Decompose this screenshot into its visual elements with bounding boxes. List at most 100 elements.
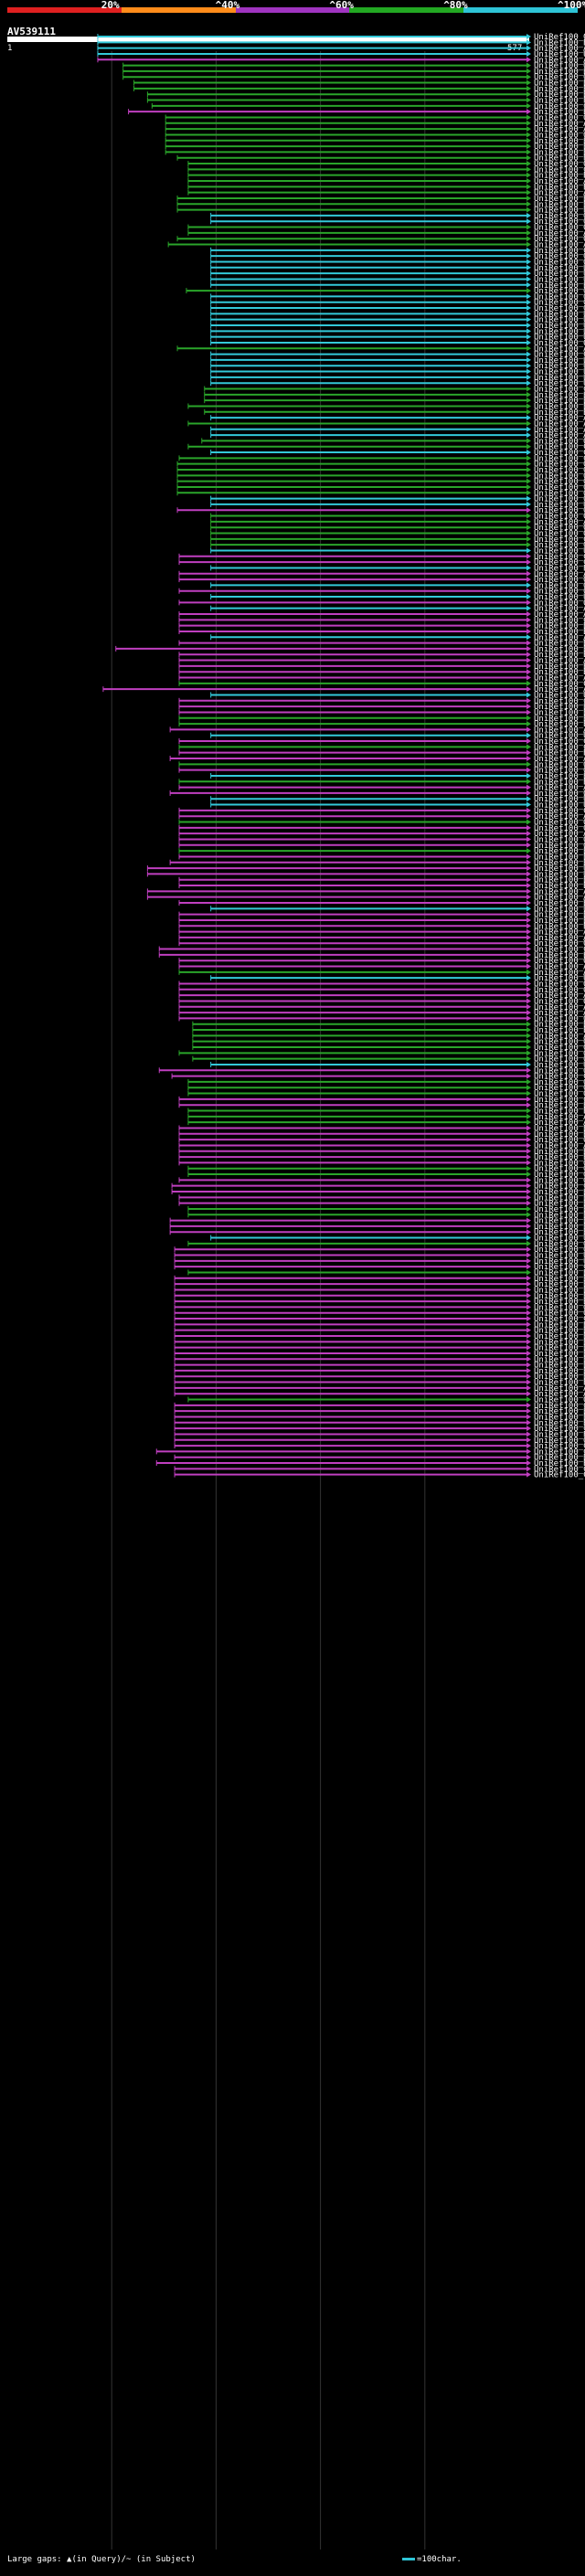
hit-label[interactable]: UniRef100_A7PWQ2 (534, 685, 585, 694)
hit-label[interactable]: UniRef100_B3NWN6 (534, 1350, 585, 1359)
hit-row[interactable]: UniRef100_Q5CUN9 (178, 760, 585, 769)
hit-row[interactable]: UniRef100_B9T8K6 (155, 1459, 585, 1468)
hit-label[interactable]: UniRef100_Q5CND3 (534, 1044, 585, 1053)
hit-row[interactable]: UniRef100_Q5CN96 (192, 1038, 585, 1047)
hit-label[interactable]: UniRef100_C5YRH5 (534, 1402, 585, 1411)
hit-row[interactable]: UniRef100_B5D0A0 (178, 663, 585, 672)
hit-row[interactable]: UniRef100_C5YRH5 (174, 1402, 585, 1411)
hit-label[interactable]: UniRef100_UP1000... (534, 374, 585, 383)
hit-label[interactable]: UniRef100_A5BC54 (534, 887, 585, 896)
hit-row[interactable]: UniRef100_B4FL43 (187, 402, 585, 411)
hit-label[interactable]: UniRef100_B6TJF2 (534, 1286, 585, 1295)
hit-row[interactable]: UniRef100_Q9ED93 (176, 235, 585, 244)
hit-label[interactable]: UniRef100_UP1000... (534, 1257, 585, 1267)
hit-label[interactable]: UniRef100_B8LPU7 (534, 564, 585, 573)
hit-row[interactable]: UniRef100_C5W3N6 (210, 351, 585, 360)
hit-row[interactable]: UniRef100_B4FB15 (204, 408, 585, 418)
hit-label[interactable]: UniRef100_C4HE83 (534, 386, 585, 395)
hit-row[interactable]: UniRef100_Q6GQ98 (210, 339, 585, 348)
hit-label[interactable]: UniRef100_UP1000... (534, 264, 585, 273)
hit-row[interactable]: UniRef100_B4FX57 (187, 1211, 585, 1220)
hit-row[interactable]: UniRef100_B9FKW4 (187, 1108, 585, 1117)
hit-row[interactable]: UniRef100_C7N257 (178, 743, 585, 752)
hit-label[interactable]: UniRef100_UP1000... (534, 546, 585, 556)
hit-label[interactable]: UniRef100_Q2QYH9 (534, 62, 585, 71)
hit-row[interactable]: UniRef100_A5BBE0 (210, 431, 585, 440)
hit-label[interactable]: UniRef100_A7QEX9 (534, 657, 585, 666)
hit-row[interactable]: UniRef100_B3NWQ1 (174, 1332, 585, 1341)
hit-label[interactable]: UniRef100_B9IXG2 (534, 917, 585, 926)
hit-label[interactable]: UniRef100_A3C5C0 (534, 120, 585, 129)
hit-row[interactable]: UniRef100_B9IJ46 (174, 1413, 585, 1422)
hit-label[interactable]: UniRef100_B9GKN5 (534, 911, 585, 920)
hit-label[interactable]: UniRef100_B9HCN8 (534, 628, 585, 637)
hit-label[interactable]: UniRef100_A7QR89 (534, 969, 585, 978)
hit-row[interactable]: UniRef100_B4FQB7 (178, 708, 585, 717)
hit-label[interactable]: UniRef100_Q6ZF50 (534, 224, 585, 233)
hit-row[interactable]: UniRef100_B9T0P5 (97, 38, 585, 48)
hit-label[interactable]: UniRef100_Q9VE61 (534, 1159, 585, 1168)
hit-label[interactable]: UniRef100_Q7XRJ8 (534, 588, 585, 597)
hit-label[interactable]: UniRef100_B9I4Z0 (534, 148, 585, 157)
hit-row[interactable]: UniRef100_UP1000... (210, 501, 585, 510)
hit-label[interactable]: UniRef100_C7DA78 (534, 165, 585, 175)
hit-label[interactable]: UniRef100_Q9M1D5 (534, 939, 585, 949)
hit-row[interactable]: UniRef100_Q5ZZX0 (178, 1176, 585, 1185)
hit-label[interactable]: UniRef100_B4IW27 (534, 1327, 585, 1336)
hit-row[interactable]: UniRef100_A9PGC2 (174, 1384, 585, 1394)
hit-row[interactable]: UniRef100_A7NR48 (192, 1032, 585, 1041)
hit-label[interactable]: UniRef100_B6TQ30 (534, 703, 585, 712)
hit-row[interactable]: UniRef100_Q4YLE0 (178, 1014, 585, 1023)
hit-row[interactable]: UniRef100_Q9CY62 (210, 304, 585, 313)
hit-label[interactable]: UniRef100_Q1EPN6 (534, 957, 585, 966)
hit-label[interactable]: UniRef100_B3NWQ1 (534, 1332, 585, 1341)
hit-label[interactable]: UniRef100_B4QZG0 (534, 1026, 585, 1035)
hit-row[interactable]: UniRef100_UP1000... (146, 864, 585, 874)
hit-row[interactable]: UniRef100_A3BUK5 (178, 570, 585, 579)
hit-row[interactable]: UniRef100_B9H5F8 (178, 622, 585, 631)
hit-row[interactable]: UniRef100_B6K6D8 (178, 853, 585, 862)
hit-label[interactable]: UniRef100_B9T010 (534, 847, 585, 856)
hit-row[interactable]: UniRef100_B9HTT1 (146, 97, 585, 106)
hit-label[interactable]: UniRef100_B8LNA0 (534, 922, 585, 931)
hit-row[interactable]: UniRef100_Q3TQW3 (210, 258, 585, 267)
hit-label[interactable]: UniRef100_Q6ABC7 (534, 1066, 585, 1076)
hit-row[interactable]: UniRef100_Q5ARU7 (187, 1090, 585, 1099)
hit-row[interactable]: UniRef100_Q8LEZ3 (165, 131, 585, 140)
hit-row[interactable]: UniRef100_Q2QYH9 (122, 62, 585, 71)
hit-row[interactable]: UniRef100_C0KTZ5 (178, 558, 585, 567)
hit-row[interactable]: UniRef100_B6TJF2 (174, 1286, 585, 1295)
hit-label[interactable]: UniRef100_B9T0P5 (534, 38, 585, 48)
hit-label[interactable]: UniRef100_A6NLN0 (534, 345, 585, 354)
hit-label[interactable]: UniRef100_A9NK49 (534, 241, 585, 250)
hit-label[interactable]: UniRef100_B4FX57 (534, 1211, 585, 1220)
hit-row[interactable]: UniRef100_A7R843 (169, 726, 585, 735)
hit-label[interactable]: UniRef100_UP1000... (534, 1061, 585, 1070)
hit-row[interactable]: UniRef100_A7PAH4 (187, 419, 585, 429)
hit-label[interactable]: UniRef100_A2ZRS4 (534, 1113, 585, 1122)
hit-row[interactable]: UniRef100_B6T7H3 (174, 1280, 585, 1289)
hit-label[interactable]: UniRef100_UP1000... (534, 334, 585, 343)
hit-row[interactable]: UniRef100_B3M2U6 (178, 1153, 585, 1162)
hit-row[interactable]: UniRef100_A4RCN3 (178, 963, 585, 972)
hit-label[interactable]: UniRef100_B3NWL5 (534, 1373, 585, 1382)
hit-label[interactable]: UniRef100_A5BM57 (534, 928, 585, 938)
hit-label[interactable]: UniRef100_C5X0A0 (534, 1315, 585, 1324)
hit-row[interactable]: UniRef100_Q9FWA5 (201, 437, 585, 446)
hit-label[interactable]: UniRef100_B9IJ46 (534, 1413, 585, 1422)
hit-row[interactable]: UniRef100_A2YYT6 (174, 1390, 585, 1399)
hit-row[interactable]: UniRef100_B3NWM2 (174, 1355, 585, 1364)
hit-row[interactable]: UniRef100_Q8LPN7 (176, 472, 585, 481)
hit-row[interactable]: UniRef100_UP1000... (146, 870, 585, 879)
hit-row[interactable]: UniRef100_B3NWP3 (174, 1344, 585, 1353)
hit-row[interactable]: UniRef100_Q5CPQ2 (178, 767, 585, 776)
hit-label[interactable]: UniRef100_Q8LJ24 (534, 819, 585, 828)
hit-label[interactable]: UniRef100_A7PAH4 (534, 419, 585, 429)
hit-label[interactable]: UniRef100_B6U108 (534, 391, 585, 400)
hit-row[interactable]: UniRef100_UP1000... (210, 275, 585, 284)
hit-row[interactable]: UniRef100_C5Q6Q4 (174, 1471, 585, 1480)
hit-row[interactable]: UniRef100_B8BIS3 (128, 108, 585, 117)
hit-row[interactable]: UniRef100_A7RSU5 (178, 830, 585, 839)
hit-row[interactable]: UniRef100_Q5W7X1 (176, 489, 585, 498)
hit-label[interactable]: UniRef100_B3NWL4 (534, 1379, 585, 1388)
